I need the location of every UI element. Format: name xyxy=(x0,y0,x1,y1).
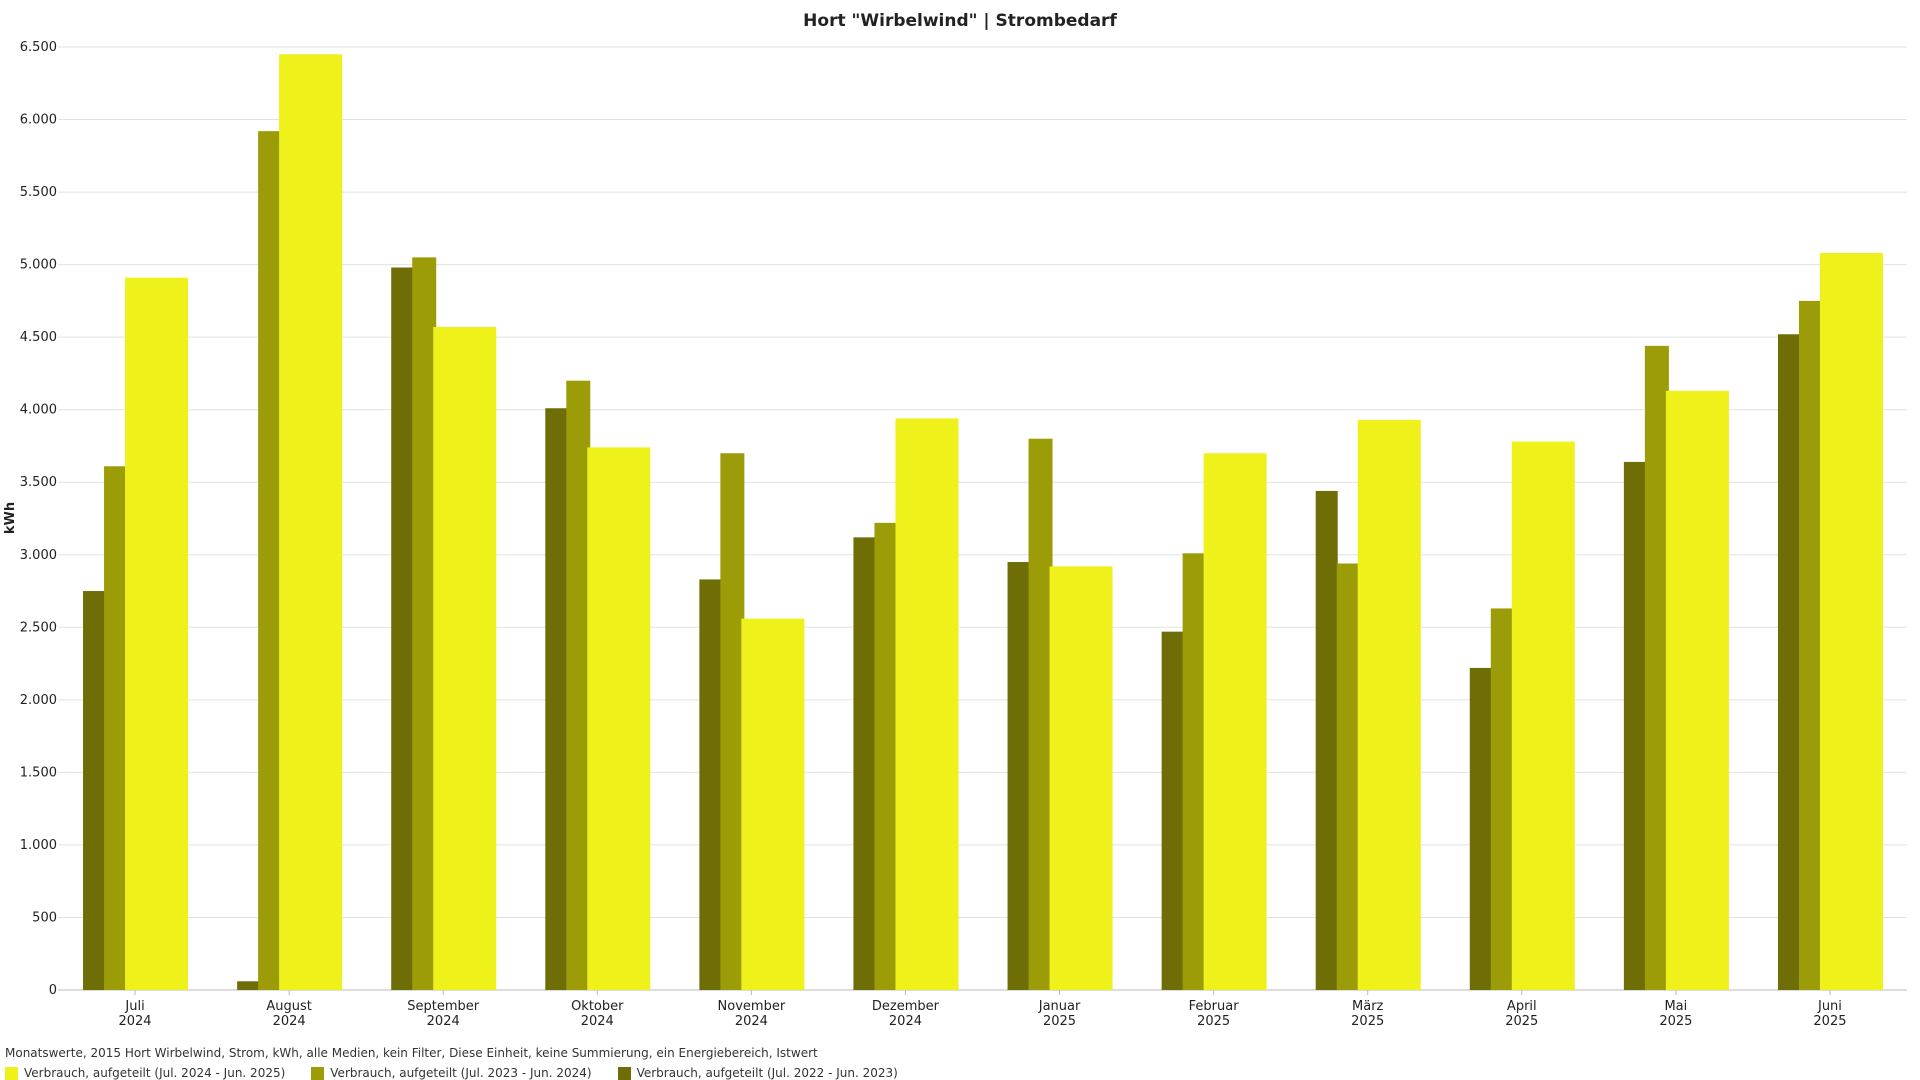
y-tick-label: 4.000 xyxy=(20,403,57,418)
x-tick-label: Juli xyxy=(124,999,144,1014)
bar[interactable] xyxy=(1007,562,1030,990)
bar[interactable] xyxy=(895,418,959,990)
bar[interactable] xyxy=(699,579,722,990)
x-tick-label: Oktober xyxy=(571,999,624,1014)
bar[interactable] xyxy=(391,267,414,990)
y-tick-label: 2.000 xyxy=(20,693,57,708)
legend-item[interactable]: Verbrauch, aufgeteilt (Jul. 2023 - Jun. … xyxy=(311,1066,592,1080)
legend: Verbrauch, aufgeteilt (Jul. 2024 - Jun. … xyxy=(5,1066,898,1080)
y-tick-label: 4.500 xyxy=(20,330,57,345)
bar[interactable] xyxy=(1315,490,1338,990)
x-tick-label: April xyxy=(1507,999,1537,1014)
bar[interactable] xyxy=(1336,563,1361,990)
bar[interactable] xyxy=(874,522,899,990)
bars xyxy=(83,54,1883,991)
y-tick-label: 0 xyxy=(49,983,57,998)
bar[interactable] xyxy=(1028,438,1053,990)
y-tick-label: 3.000 xyxy=(20,548,57,563)
x-tick-year: 2024 xyxy=(427,1014,460,1029)
x-tick-label: September xyxy=(407,999,480,1014)
chart-title: Hort "Wirbelwind" | Strombedarf xyxy=(803,11,1117,31)
bar[interactable] xyxy=(125,277,189,990)
x-tick-label: März xyxy=(1352,999,1384,1014)
legend-label: Verbrauch, aufgeteilt (Jul. 2023 - Jun. … xyxy=(330,1066,592,1080)
bar[interactable] xyxy=(237,981,260,990)
x-tick-label: November xyxy=(718,999,786,1014)
x-tick-year: 2025 xyxy=(1043,1014,1076,1029)
bar-chart: Hort "Wirbelwind" | Strombedarf kWh 0 500… xyxy=(3,11,1907,1029)
bar[interactable] xyxy=(741,618,805,990)
legend-swatch xyxy=(311,1066,325,1080)
legend-label: Verbrauch, aufgeteilt (Jul. 2024 - Jun. … xyxy=(24,1066,286,1080)
x-tick-year: 2025 xyxy=(1659,1014,1692,1029)
bar[interactable] xyxy=(412,257,437,990)
x-tick-year: 2025 xyxy=(1351,1014,1384,1029)
y-tick-label: 500 xyxy=(32,910,57,925)
y-tick-label: 3.500 xyxy=(20,475,57,490)
x-tick-label: Dezember xyxy=(872,999,940,1014)
x-tick-year: 2025 xyxy=(1505,1014,1538,1029)
bar[interactable] xyxy=(433,326,497,990)
y-tick-label: 5.500 xyxy=(20,185,57,200)
y-tick-label: 1.000 xyxy=(20,838,57,853)
x-tick-year: 2024 xyxy=(889,1014,922,1029)
x-tick-label: Juni xyxy=(1817,999,1842,1014)
bar[interactable] xyxy=(83,591,106,990)
bar[interactable] xyxy=(1819,253,1883,991)
bar[interactable] xyxy=(1357,419,1421,991)
bar[interactable] xyxy=(279,54,343,990)
y-tick-label: 6.000 xyxy=(20,113,57,128)
bar[interactable] xyxy=(1182,553,1207,990)
bar[interactable] xyxy=(1490,608,1515,990)
x-tick-label: August xyxy=(266,999,312,1014)
chart-description: Monatswerte, 2015 Hort Wirbelwind, Strom… xyxy=(5,1046,818,1060)
bar[interactable] xyxy=(545,408,568,990)
legend-item[interactable]: Verbrauch, aufgeteilt (Jul. 2024 - Jun. … xyxy=(5,1066,285,1080)
legend-label: Verbrauch, aufgeteilt (Jul. 2022 - Jun. … xyxy=(636,1066,898,1080)
x-tick-year: 2025 xyxy=(1813,1014,1846,1029)
bar[interactable] xyxy=(1798,300,1823,990)
x-tick-year: 2024 xyxy=(581,1014,614,1029)
y-axis-label: kWh xyxy=(3,502,18,534)
grid-lines xyxy=(58,46,1907,991)
x-tick-year: 2024 xyxy=(118,1014,151,1029)
bar[interactable] xyxy=(1469,667,1492,990)
x-tick-label: Februar xyxy=(1189,999,1240,1014)
bar[interactable] xyxy=(1623,461,1646,990)
y-axis-ticks: 0 500 1.000 1.500 2.000 2.500 3.000 3.500 4.000 4… xyxy=(20,40,57,998)
x-axis-ticks: Juli2024August2024September2024Oktober20… xyxy=(118,990,1847,1029)
bar[interactable] xyxy=(1049,566,1113,990)
legend-item[interactable]: Verbrauch, aufgeteilt (Jul. 2022 - Jun. … xyxy=(617,1066,898,1080)
legend-swatch xyxy=(617,1066,631,1080)
bar[interactable] xyxy=(1644,345,1669,990)
x-tick-year: 2025 xyxy=(1197,1014,1230,1029)
bar[interactable] xyxy=(853,537,876,990)
bar[interactable] xyxy=(566,380,591,991)
y-tick-label: 2.500 xyxy=(20,620,57,635)
bar[interactable] xyxy=(1161,631,1184,990)
bar[interactable] xyxy=(258,131,283,990)
legend-swatch xyxy=(5,1066,18,1080)
bar[interactable] xyxy=(587,447,651,990)
x-tick-year: 2024 xyxy=(273,1014,306,1029)
x-tick-year: 2024 xyxy=(735,1014,768,1029)
bar[interactable] xyxy=(1665,390,1729,991)
bar[interactable] xyxy=(1777,334,1800,990)
x-tick-label: Mai xyxy=(1664,999,1687,1014)
bar[interactable] xyxy=(1203,453,1267,990)
y-tick-label: 5.000 xyxy=(20,258,57,273)
bar[interactable] xyxy=(104,466,129,990)
bar[interactable] xyxy=(720,453,745,990)
y-tick-label: 1.500 xyxy=(20,765,57,780)
x-tick-label: Januar xyxy=(1038,999,1081,1014)
y-tick-label: 6.500 xyxy=(20,40,57,55)
bar[interactable] xyxy=(1511,441,1575,990)
